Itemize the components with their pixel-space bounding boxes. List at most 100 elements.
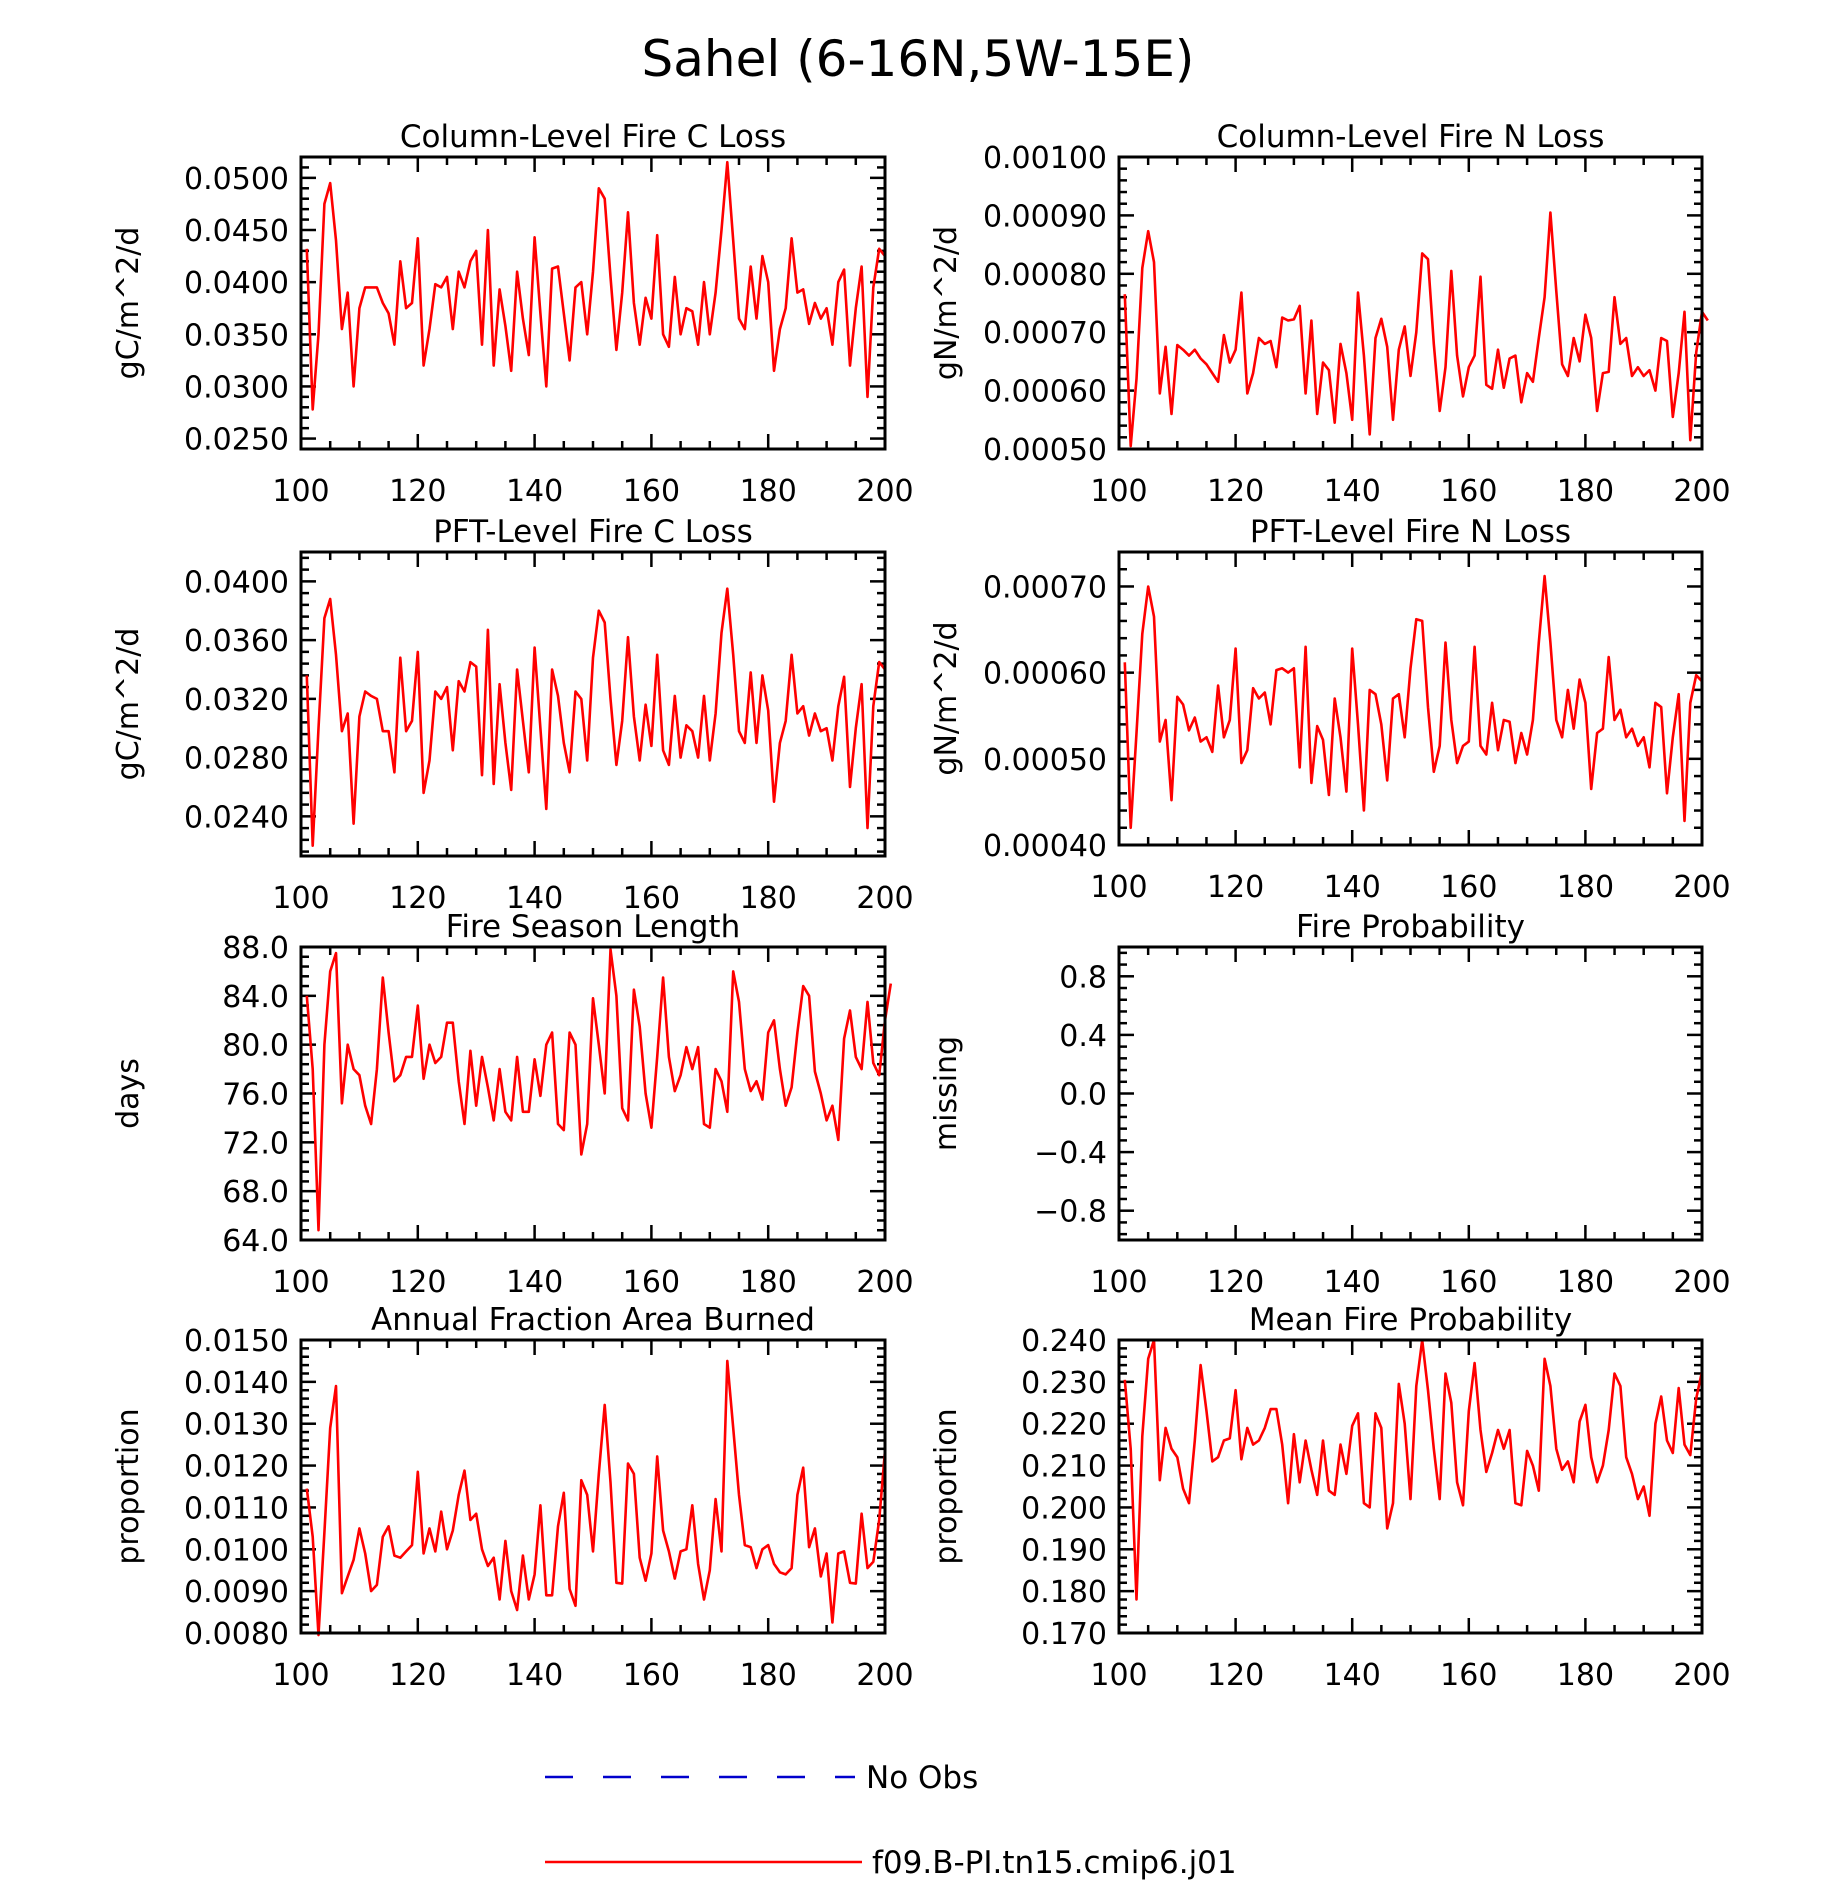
y-tick-label: 0.00060	[983, 375, 1107, 410]
x-tick-label: 160	[1440, 1658, 1497, 1693]
y-tick-label: 0.0500	[184, 162, 289, 197]
y-tick-label: 0.180	[1021, 1575, 1107, 1610]
y-tick-label: 0.0130	[184, 1408, 289, 1443]
panel-title: Column-Level Fire C Loss	[400, 119, 786, 155]
y-tick-label: 0.00050	[983, 433, 1107, 468]
x-tick-label: 160	[623, 1265, 680, 1300]
x-tick-label: 200	[1673, 870, 1730, 905]
y-tick-label: 0.0090	[184, 1575, 289, 1610]
y-tick-label: −0.4	[1034, 1136, 1107, 1171]
x-tick-label: 200	[1673, 474, 1730, 509]
y-axis-label: days	[111, 1058, 146, 1129]
x-tick-label: 100	[1090, 1658, 1147, 1693]
x-tick-label: 140	[506, 474, 563, 509]
y-axis-label: gN/m^2/d	[929, 226, 964, 380]
panel-title: Fire Probability	[1296, 909, 1525, 945]
series-line	[305, 160, 887, 411]
panel-6: Fire Probability missing 100 120 140 160 180 20…	[929, 909, 1731, 1300]
plot-frame	[1117, 155, 1704, 451]
y-tick-label: 0.0300	[184, 370, 289, 405]
y-tick-label: 0.0150	[184, 1324, 289, 1359]
y-tick-label: 0.200	[1021, 1491, 1107, 1526]
y-tick-label: 0.0110	[184, 1491, 289, 1526]
y-tick-label: 0.00080	[983, 258, 1107, 293]
x-tick-label: 100	[272, 1658, 329, 1693]
y-tick-label: 0.00070	[983, 316, 1107, 351]
x-tick-label: 140	[506, 1658, 563, 1693]
x-tick-label: 180	[740, 1265, 797, 1300]
panel-7: Annual Fraction Area Burned proportion 100…	[111, 1302, 914, 1693]
x-tick-label: 200	[856, 881, 913, 916]
y-axis-label: missing	[929, 1036, 964, 1151]
y-tick-label: 0.00060	[983, 657, 1107, 692]
panel-title: Column-Level Fire N Loss	[1217, 119, 1605, 155]
y-tick-label: 0.0080	[184, 1617, 289, 1652]
x-tick-label: 200	[1673, 1658, 1730, 1693]
y-tick-label: 0.0280	[184, 742, 289, 777]
x-tick-label: 100	[1090, 870, 1147, 905]
y-tick-label: 0.00100	[983, 141, 1107, 176]
y-tick-label: 0.230	[1021, 1366, 1107, 1401]
y-tick-label: 0.220	[1021, 1408, 1107, 1443]
y-axis-label: gN/m^2/d	[929, 621, 964, 775]
x-tick-label: 160	[623, 474, 680, 509]
panel-1: Column-Level Fire C Loss gC/m^2/d 100 120 14…	[111, 119, 914, 509]
y-tick-label: 0.4	[1059, 1019, 1107, 1054]
x-tick-label: 100	[1090, 1265, 1147, 1300]
plot-frame	[299, 155, 887, 451]
x-tick-label: 180	[1557, 1265, 1614, 1300]
panel-title: PFT-Level Fire C Loss	[433, 514, 753, 550]
y-tick-label: −0.8	[1034, 1195, 1107, 1230]
x-tick-label: 120	[1207, 870, 1264, 905]
x-tick-label: 100	[272, 881, 329, 916]
y-tick-label: 0.0400	[184, 565, 289, 600]
x-tick-label: 140	[506, 881, 563, 916]
x-tick-label: 140	[506, 1265, 563, 1300]
y-axis-label: gC/m^2/d	[111, 628, 146, 781]
series-line	[1123, 574, 1703, 830]
y-axis-label: proportion	[929, 1408, 964, 1564]
series-line	[1123, 211, 1709, 448]
plot-frame	[1117, 550, 1704, 847]
y-tick-label: 0.0400	[184, 266, 289, 301]
panel-title: Mean Fire Probability	[1249, 1302, 1572, 1338]
y-tick-label: 84.0	[222, 980, 289, 1015]
y-tick-label: 0.00040	[983, 829, 1107, 864]
x-tick-label: 140	[1324, 474, 1381, 509]
y-tick-label: 0.0120	[184, 1450, 289, 1485]
legend-label-no-obs: No Obs	[866, 1760, 978, 1796]
y-tick-label: 64.0	[222, 1224, 289, 1259]
x-tick-label: 120	[389, 1265, 446, 1300]
x-tick-label: 100	[272, 474, 329, 509]
y-tick-label: 88.0	[222, 931, 289, 966]
x-tick-label: 160	[623, 1658, 680, 1693]
y-tick-label: 0.0320	[184, 683, 289, 718]
y-tick-label: 0.0	[1059, 1078, 1107, 1113]
x-tick-label: 160	[1440, 1265, 1497, 1300]
panel-8: Mean Fire Probability proportion 100 120 140…	[929, 1302, 1731, 1693]
plot-frame	[1117, 1338, 1704, 1635]
x-tick-label: 100	[272, 1265, 329, 1300]
x-tick-label: 200	[856, 1658, 913, 1693]
y-tick-label: 0.190	[1021, 1533, 1107, 1568]
panel-title: Annual Fraction Area Burned	[371, 1302, 815, 1338]
panel-title: Fire Season Length	[446, 909, 740, 945]
y-tick-label: 0.00090	[983, 199, 1107, 234]
plot-frame	[299, 945, 887, 1242]
y-axis-label: gC/m^2/d	[111, 227, 146, 380]
x-tick-label: 180	[1557, 474, 1614, 509]
x-tick-label: 120	[389, 1658, 446, 1693]
legend: No Obs f09.B-PI.tn15.cmip6.j01	[545, 1760, 1237, 1881]
y-tick-label: 0.0250	[184, 423, 289, 458]
y-tick-label: 0.8	[1059, 960, 1107, 995]
figure-title: Sahel (6-16N,5W-15E)	[642, 30, 1195, 88]
y-tick-label: 80.0	[222, 1029, 289, 1064]
y-tick-label: 0.0140	[184, 1366, 289, 1401]
x-tick-label: 120	[389, 881, 446, 916]
x-tick-label: 180	[1557, 1658, 1614, 1693]
y-tick-label: 0.00050	[983, 743, 1107, 778]
x-tick-label: 120	[1207, 1658, 1264, 1693]
plot-frame	[299, 550, 887, 858]
series-line	[305, 587, 887, 848]
